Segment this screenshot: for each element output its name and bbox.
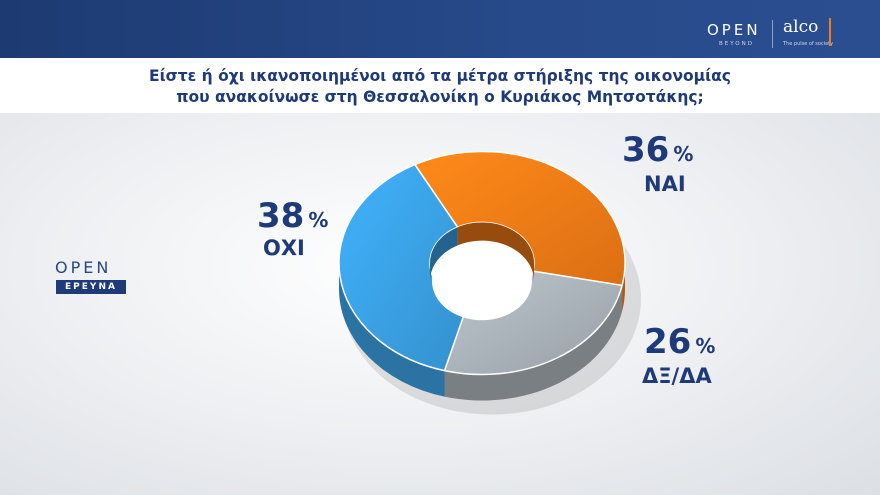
value-dxda: 26 [644, 322, 692, 362]
question-line-2: που ανακοίνωσε στη Θεσσαλονίκη ο Κυριάκο… [176, 88, 704, 106]
open-ereyna-logo: OPEN [55, 258, 112, 277]
unit-oxi: % [308, 208, 329, 232]
pct-label-nai: 36% [622, 130, 693, 170]
value-nai: 36 [622, 130, 670, 170]
slice-inner-wall-0 [457, 222, 534, 282]
pct-label-oxi: 38% [257, 196, 328, 236]
category-label-nai: ΝΑΙ [644, 172, 686, 196]
value-oxi: 38 [257, 196, 305, 236]
alco-logo: alco [783, 17, 819, 37]
brand-divider [772, 20, 773, 48]
question-line-1: Είστε ή όχι ικανοποιημένοι από τα μέτρα … [149, 67, 731, 85]
pct-label-dxda: 26% [644, 322, 715, 362]
category-label-dxda: ΔΞ/ΔΑ [642, 364, 712, 388]
unit-nai: % [673, 142, 694, 166]
alco-accent-bar [829, 18, 831, 46]
unit-dxda: % [695, 334, 716, 358]
category-label-oxi: ΟΧΙ [263, 236, 305, 260]
donut-hole-floor [432, 242, 532, 321]
question-band: Είστε ή όχι ικανοποιημένοι από τα μέτρα … [0, 58, 880, 113]
open-beyond-text: BEYOND [719, 41, 754, 47]
alco-tagline: The pulse of society [783, 41, 834, 47]
ereyna-badge: ΕΡΕΥΝΑ [56, 280, 126, 294]
slice-side-1 [444, 285, 623, 401]
top-banner: OPEN BEYOND alco The pulse of society [0, 0, 880, 58]
slice-inner-wall-2 [430, 227, 458, 282]
open-logo: OPEN [707, 21, 761, 39]
